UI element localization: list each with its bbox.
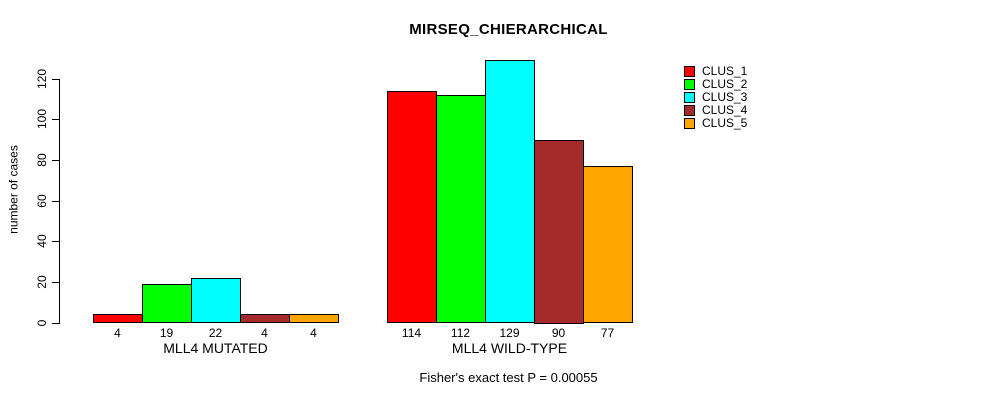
legend-item: CLUS_4 xyxy=(684,104,747,117)
legend-swatch xyxy=(684,65,695,77)
legend-label: CLUS_2 xyxy=(702,77,748,92)
bar xyxy=(92,314,143,324)
y-axis-tick xyxy=(52,322,59,324)
group-label: MLL4 WILD-TYPE xyxy=(451,340,568,356)
y-axis-tick xyxy=(52,119,59,121)
legend-label: CLUS_5 xyxy=(702,116,748,130)
y-axis-tick xyxy=(52,159,59,161)
legend-swatch xyxy=(684,104,695,116)
legend-item: CLUS_1 xyxy=(684,65,747,78)
bar-value-label: 129 xyxy=(499,326,520,340)
bar xyxy=(288,314,339,324)
legend-item: CLUS_5 xyxy=(684,117,747,130)
bar-value-label: 4 xyxy=(261,326,268,340)
bar xyxy=(239,314,290,324)
bar xyxy=(533,139,584,324)
legend-label: CLUS_1 xyxy=(702,64,748,79)
legend-swatch xyxy=(684,78,695,90)
bar-value-label: 19 xyxy=(159,326,174,340)
y-tick-label: 40 xyxy=(35,234,49,248)
bar xyxy=(582,165,633,324)
chart-title: MIRSEQ_CHIERARCHICAL xyxy=(409,21,608,38)
y-axis-title: number of cases xyxy=(6,145,21,234)
y-tick-label: 100 xyxy=(35,109,49,130)
legend-label: CLUS_3 xyxy=(702,90,748,105)
bar xyxy=(435,94,486,324)
y-tick-label: 0 xyxy=(35,319,49,326)
y-tick-label: 20 xyxy=(35,275,49,289)
bar-value-label: 77 xyxy=(600,326,615,340)
bar-value-label: 114 xyxy=(401,326,422,340)
bar xyxy=(141,283,192,324)
bar-value-label: 112 xyxy=(450,326,471,340)
y-axis-tick xyxy=(52,281,59,283)
legend-label: CLUS_4 xyxy=(702,103,748,118)
bar xyxy=(484,60,535,324)
bar-value-label: 4 xyxy=(310,326,317,340)
y-axis-tick xyxy=(52,78,59,80)
bar-value-label: 90 xyxy=(551,326,566,340)
y-axis-tick xyxy=(52,200,59,202)
group-label: MLL4 MUTATED xyxy=(163,340,268,356)
y-tick-label: 120 xyxy=(35,68,49,89)
legend-item: CLUS_2 xyxy=(684,78,747,91)
y-tick-label: 60 xyxy=(35,193,49,208)
legend-item: CLUS_3 xyxy=(684,91,747,104)
y-axis-tick xyxy=(52,241,59,243)
legend: CLUS_1 CLUS_2 CLUS_3 CLUS_4 CLUS_5 xyxy=(684,65,747,129)
legend-swatch xyxy=(684,117,695,129)
legend-swatch xyxy=(684,91,695,103)
bar xyxy=(386,90,437,324)
bar-value-label: 4 xyxy=(114,326,121,340)
bar-value-label: 22 xyxy=(208,326,223,340)
annotation-text: Fisher's exact test P = 0.00055 xyxy=(419,370,598,385)
bar xyxy=(190,277,241,324)
y-axis-line xyxy=(59,78,60,324)
y-tick-label: 80 xyxy=(35,153,49,167)
